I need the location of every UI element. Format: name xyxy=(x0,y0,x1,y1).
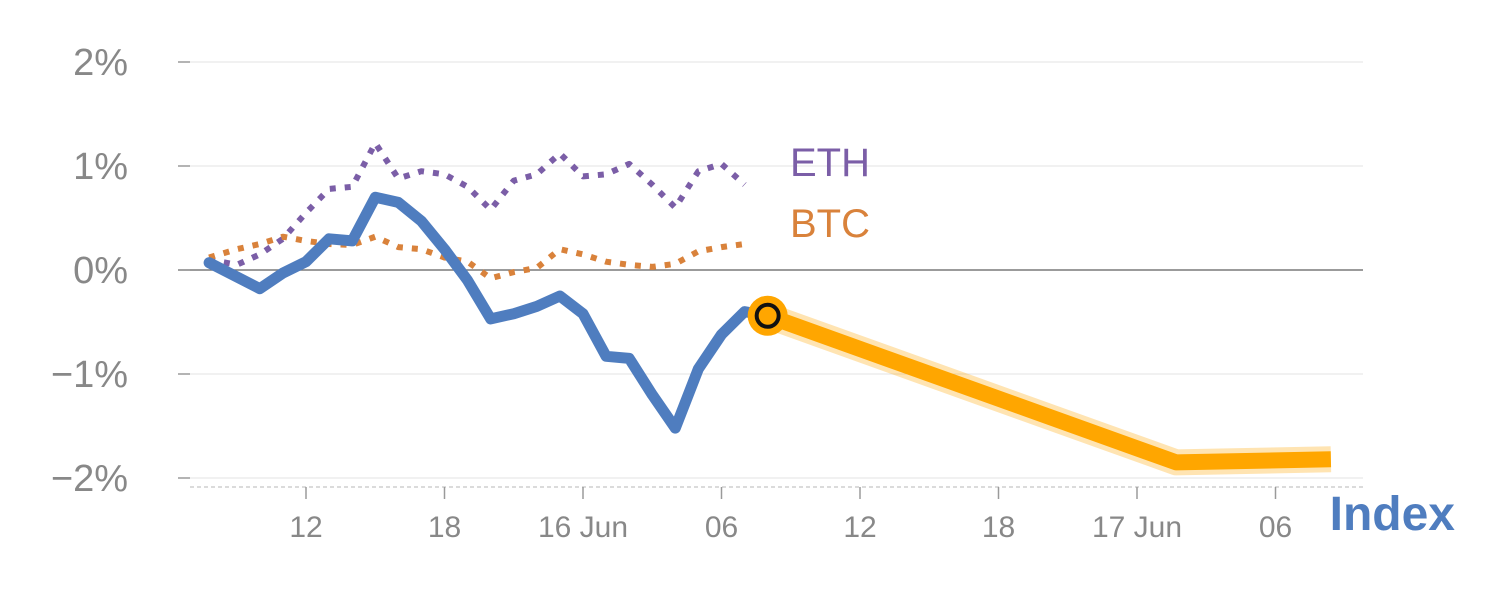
x-tick-label: 18 xyxy=(428,511,461,544)
x-tick-label: 12 xyxy=(843,511,876,544)
eth-line xyxy=(208,140,747,268)
series-layer xyxy=(203,140,1332,476)
y-tick-label: −2% xyxy=(51,458,128,500)
x-tick-label: 16 Jun xyxy=(538,511,628,544)
grid-layer xyxy=(178,61,1363,499)
x-tick-label: 12 xyxy=(289,511,322,544)
label-layer: 2% 1% 0% −1% −2% 12 18 16 Jun 06 12 18 17 Jun 06 ETH B… xyxy=(51,42,1292,544)
x-tick-label: 18 xyxy=(982,511,1015,544)
y-tick-label: 1% xyxy=(73,146,128,188)
eth-series-label: ETH xyxy=(790,141,870,185)
y-tick-label: 0% xyxy=(73,250,128,292)
btc-series-label: BTC xyxy=(790,202,870,246)
index-line xyxy=(203,191,774,434)
y-tick-label: 2% xyxy=(73,42,128,84)
x-tick-label: 17 Jun xyxy=(1092,511,1182,544)
y-tick-label: −1% xyxy=(51,354,128,396)
chart-title: Index xyxy=(1330,488,1456,541)
forecast-line xyxy=(764,308,1332,471)
x-tick-label: 06 xyxy=(1259,511,1292,544)
current-value-marker xyxy=(754,302,781,329)
x-tick-label: 06 xyxy=(705,511,738,544)
